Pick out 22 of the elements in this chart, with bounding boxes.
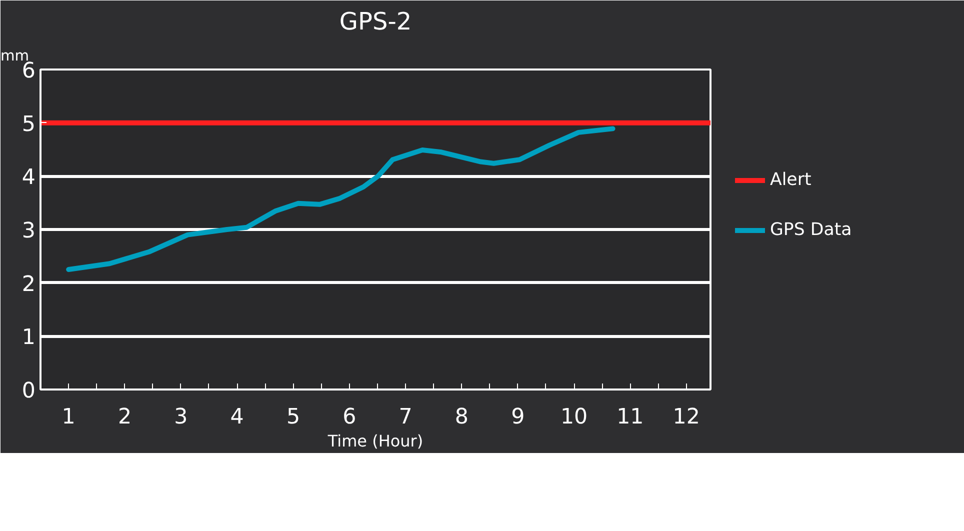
x-tick-label: 7: [398, 404, 412, 430]
y-tick-label: 5: [22, 112, 36, 137]
y-tick-label: 0: [22, 378, 36, 404]
x-axis-title: Time (Hour): [326, 432, 424, 450]
y-tick-label: 4: [22, 165, 36, 190]
x-tick-label: 12: [672, 404, 700, 430]
y-tick-label: 3: [22, 218, 36, 244]
legend-label: Alert: [770, 170, 812, 190]
x-tick-label: 11: [616, 404, 644, 430]
legend-label: GPS Data: [770, 220, 852, 240]
x-tick-label: 4: [230, 404, 244, 430]
y-tick-label: 1: [22, 325, 36, 350]
chart-title: GPS-2: [339, 8, 412, 36]
x-tick-label: 8: [454, 404, 468, 430]
x-tick-label: 1: [62, 404, 76, 430]
x-tick-label: 9: [511, 404, 525, 430]
x-tick-label: 2: [118, 404, 132, 430]
x-tick-label: 5: [286, 404, 300, 430]
x-tick-label: 3: [174, 404, 188, 430]
x-tick-label: 10: [560, 404, 588, 430]
y-tick-label: 2: [22, 272, 36, 297]
x-tick-label: 6: [342, 404, 356, 430]
